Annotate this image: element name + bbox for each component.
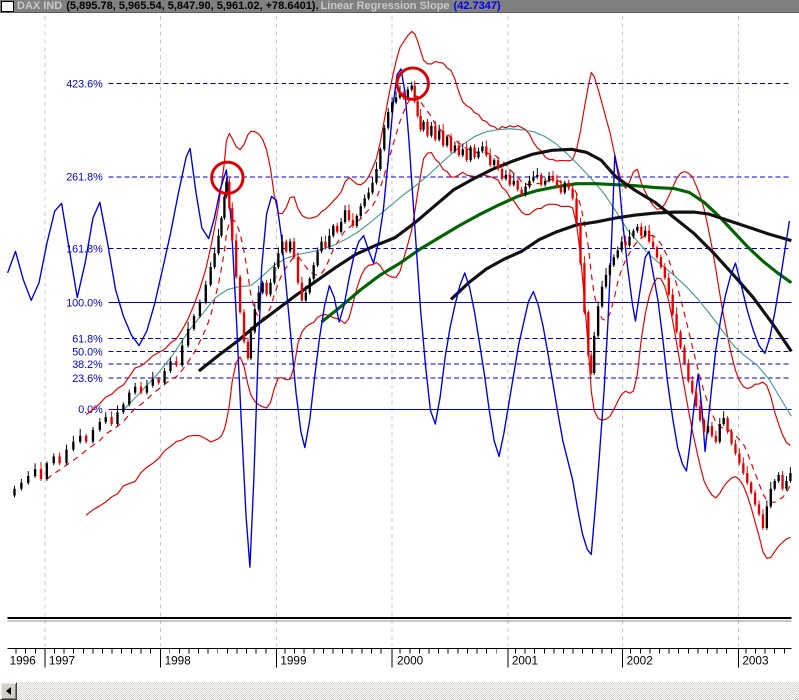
plot-bottom-border	[7, 617, 792, 622]
title-indicator-name: Linear Regression Slope	[320, 0, 450, 12]
svg-text:423.6%: 423.6%	[66, 79, 103, 91]
svg-text:38.2%: 38.2%	[72, 359, 103, 371]
price-chart-svg: 423.6% 261.8% 161.8% 100.0% 61.8%50.0%38.2% 2…	[6, 15, 793, 667]
x-axis-year-label: 2001	[512, 654, 538, 667]
title-instrument: DAX IND	[17, 0, 63, 12]
green-ma	[320, 182, 793, 324]
title-indicator-value: (42.7347)	[453, 0, 501, 12]
x-axis-year-label: 1996	[10, 654, 37, 667]
fib-levels: 423.6% 261.8% 161.8% 100.0% 61.8%50.0%38.2% 2…	[66, 79, 792, 416]
x-axis-year-label: 1997	[49, 654, 75, 667]
window-box-icon[interactable]	[1, 0, 14, 12]
h-scrollbar[interactable]	[0, 681, 799, 700]
x-axis: 1996 1997 1998 1999 2000 2001 2002 2003	[7, 648, 792, 667]
bollinger-bands	[85, 30, 791, 559]
x-axis-year-label: 2000	[397, 654, 424, 667]
x-axis-year-label: 2003	[742, 654, 769, 667]
scroll-left-arrow-icon	[6, 687, 11, 695]
title-separator: ,	[315, 0, 319, 12]
svg-text:50.0%: 50.0%	[72, 346, 103, 358]
candles	[13, 80, 792, 530]
annotation-circles	[210, 66, 430, 195]
year-gridlines	[44, 15, 739, 647]
x-axis-year-label: 2002	[627, 654, 653, 667]
teal-ma	[122, 128, 792, 417]
lagging-dashed-ma	[46, 94, 791, 504]
svg-text:61.8%: 61.8%	[72, 334, 103, 346]
svg-text:261.8%: 261.8%	[66, 172, 103, 184]
black-ma-longer	[449, 210, 792, 301]
lrs-oscillator	[6, 68, 791, 568]
svg-text:0.0%: 0.0%	[78, 404, 103, 416]
h-scrollbar-track[interactable]	[17, 682, 799, 700]
svg-text:161.8%: 161.8%	[66, 243, 103, 255]
title-ohlc-values: (5,895.78, 5,965.54, 5,847.90, 5,961.02,…	[66, 0, 316, 12]
x-axis-year-label: 1999	[280, 654, 306, 667]
black-ma-long	[197, 147, 793, 373]
x-axis-year-label: 1998	[165, 654, 192, 667]
chart-plot-area[interactable]: 423.6% 261.8% 161.8% 100.0% 61.8% 50.0% 38.2% 2…	[0, 13, 799, 681]
svg-text:100.0%: 100.0%	[66, 297, 103, 309]
svg-text:23.6%: 23.6%	[72, 373, 103, 385]
chart-titlebar[interactable]: DAX IND (5,895.78, 5,965.54, 5,847.90, 5…	[0, 0, 799, 13]
scroll-left-button[interactable]	[0, 682, 17, 700]
